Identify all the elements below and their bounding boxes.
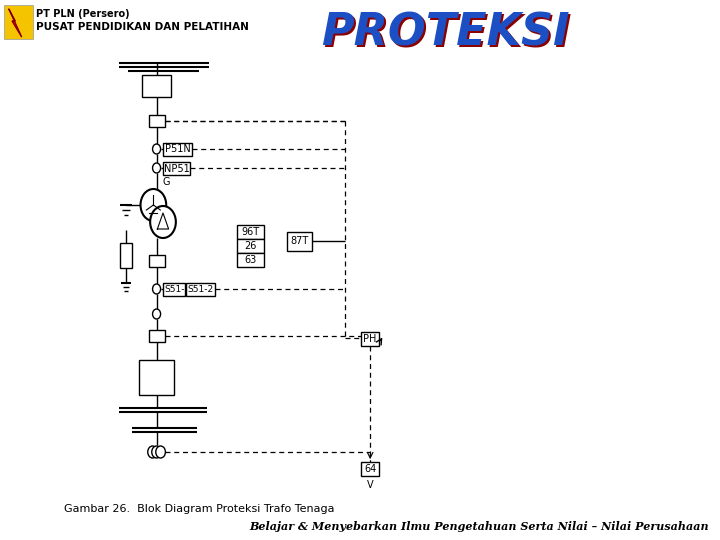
Circle shape [153, 309, 161, 319]
Text: Gambar 26.  Blok Diagram Proteksi Trafo Tenaga: Gambar 26. Blok Diagram Proteksi Trafo T… [64, 504, 334, 514]
Bar [139, 360, 174, 395]
Text: PUSAT PENDIDIKAN DAN PELATIHAN: PUSAT PENDIDIKAN DAN PELATIHAN [36, 22, 249, 32]
Text: PH: PH [364, 334, 377, 344]
Bar [237, 225, 264, 239]
Bar [163, 143, 192, 156]
Bar [163, 162, 190, 175]
Bar [186, 283, 215, 296]
Circle shape [152, 446, 161, 458]
Text: 26: 26 [244, 241, 257, 251]
Bar [120, 243, 132, 268]
Text: S51-: S51- [164, 285, 184, 294]
Bar [142, 75, 171, 97]
Bar [361, 332, 379, 346]
Text: Belajar & Menyebarkan Ilmu Pengetahuan Serta Nilai – Nilai Perusahaan: Belajar & Menyebarkan Ilmu Pengetahuan S… [249, 521, 708, 532]
Text: PROTEKSI: PROTEKSI [321, 11, 570, 55]
Text: S51-2: S51-2 [188, 285, 214, 294]
Circle shape [153, 284, 161, 294]
Bar [148, 115, 165, 127]
Text: 63: 63 [244, 255, 256, 265]
Circle shape [148, 446, 158, 458]
Polygon shape [9, 9, 22, 37]
Text: PT PLN (Persero): PT PLN (Persero) [36, 9, 130, 19]
Text: NP51: NP51 [163, 164, 189, 173]
Text: G: G [163, 177, 171, 187]
Bar [4, 5, 33, 39]
Circle shape [150, 206, 176, 238]
Circle shape [140, 189, 166, 221]
Bar [287, 232, 312, 251]
Bar [163, 283, 186, 296]
Bar [148, 255, 165, 267]
Circle shape [153, 144, 161, 154]
Text: 64: 64 [364, 464, 377, 474]
Text: 96T: 96T [241, 227, 260, 237]
Text: 87T: 87T [290, 237, 309, 246]
Bar [237, 253, 264, 267]
Bar [148, 330, 165, 342]
Bar [237, 239, 264, 253]
Text: PROTEKSI: PROTEKSI [323, 14, 572, 57]
Bar [361, 462, 379, 476]
Text: P51N: P51N [165, 145, 190, 154]
Circle shape [156, 446, 166, 458]
Text: V: V [367, 480, 374, 490]
Circle shape [153, 163, 161, 173]
